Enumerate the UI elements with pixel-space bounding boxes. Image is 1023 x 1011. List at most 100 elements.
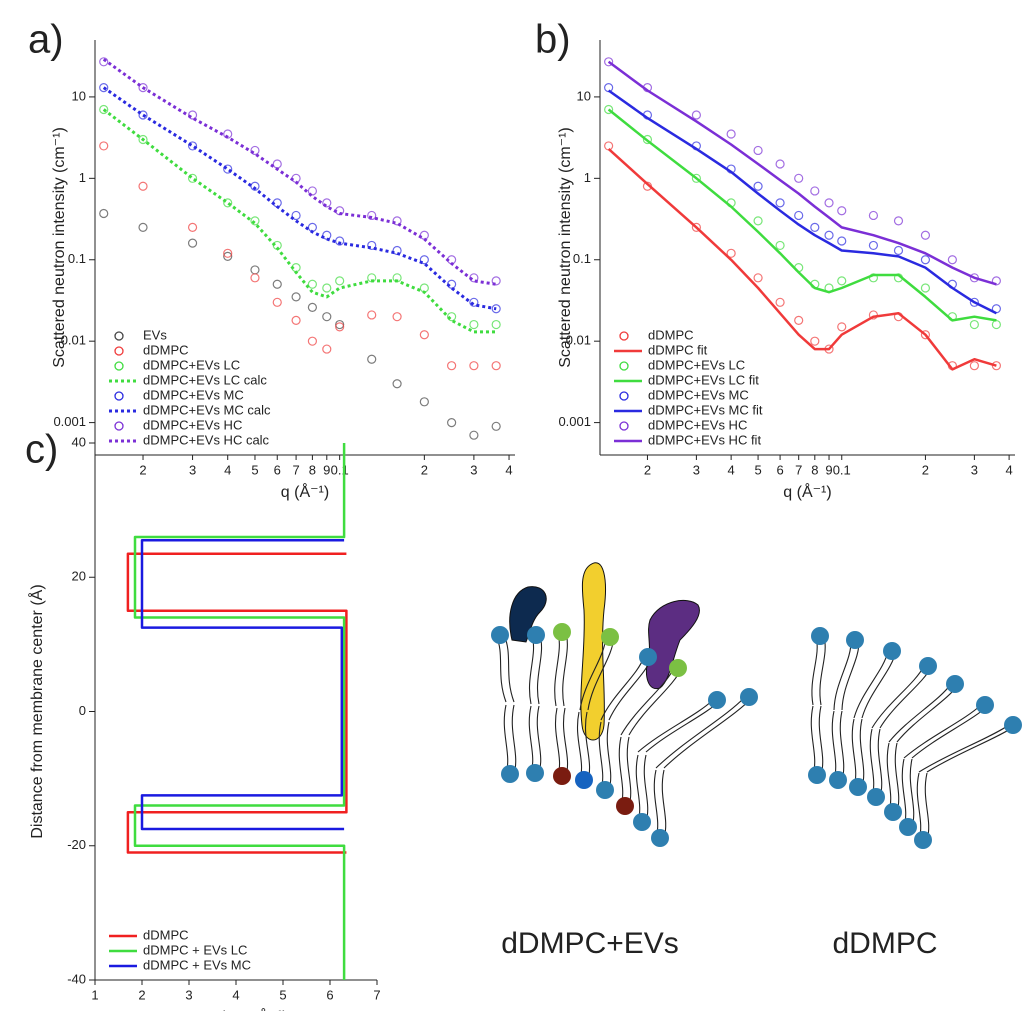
legend-marker — [619, 331, 629, 341]
legend-label: dDMPC — [648, 327, 694, 342]
y-tick-label: 0.1 — [68, 251, 86, 266]
x-tick-label: 2 — [644, 462, 651, 477]
lipid-head — [808, 766, 826, 784]
data-point — [419, 255, 429, 265]
lipid-tail — [831, 710, 837, 781]
legend-label: dDMPC+EVs LC fit — [648, 372, 759, 387]
lipid-head — [946, 675, 964, 693]
lipid-tail — [818, 705, 824, 776]
data-point — [753, 216, 763, 226]
x-tick-label: 2 — [922, 462, 929, 477]
x-tick-label: 3 — [185, 987, 192, 1002]
lipid-tail — [637, 699, 714, 753]
data-point — [837, 276, 847, 286]
data-point — [367, 210, 377, 221]
legend-marker — [619, 391, 629, 401]
data-point — [837, 236, 847, 246]
lipid-head — [639, 648, 657, 666]
y-tick-label: 0.01 — [61, 333, 86, 348]
lipid-head — [553, 623, 571, 641]
x-tick-label: 3 — [189, 462, 196, 477]
legend-label: dDMPC+EVs MC calc — [143, 402, 271, 417]
data-point — [691, 222, 701, 232]
y-axis-title: Scattered neutron intensity (cm⁻¹) — [557, 127, 574, 368]
data-point — [691, 110, 701, 120]
data-point — [187, 110, 198, 120]
x-tick-label: 4 — [505, 462, 512, 477]
lipid-tail — [606, 721, 612, 791]
lipid-head — [526, 764, 544, 782]
lipid-tail — [851, 718, 857, 788]
data-point — [99, 141, 109, 151]
data-point — [367, 354, 377, 364]
legend-marker — [114, 391, 124, 401]
data-point — [726, 248, 736, 258]
data-point — [307, 186, 317, 196]
panel-label: a) — [28, 18, 64, 62]
lipid-tail — [536, 705, 542, 774]
x-tick-label: 6 — [274, 462, 281, 477]
lipid-tail — [888, 683, 952, 743]
x-tick-label: 6 — [326, 987, 333, 1002]
lipid-tail — [626, 736, 632, 807]
lipid-head — [501, 765, 519, 783]
data-point — [642, 134, 653, 145]
data-point — [447, 361, 457, 371]
data-point — [893, 216, 904, 226]
lipid-head — [740, 688, 758, 706]
lipid-tail — [924, 772, 930, 841]
legend-label: dDMPC fit — [648, 342, 708, 357]
data-point — [810, 186, 820, 196]
membrane-illustration: dDMPC+EVs dDMPC — [491, 562, 1022, 960]
lipid-tail — [562, 707, 569, 777]
legend-label: dDMPC+EVs MC fit — [648, 402, 763, 417]
lipid-head — [829, 771, 847, 789]
lipid-head — [527, 626, 545, 644]
lipid-tail — [901, 758, 907, 828]
y-tick-label: 0.001 — [558, 414, 591, 429]
data-point — [138, 83, 148, 93]
series-line — [607, 60, 997, 286]
data-point — [250, 273, 260, 283]
data-point — [893, 245, 904, 256]
data-point — [322, 230, 332, 240]
lipid-tail — [819, 635, 826, 706]
data-point — [469, 430, 479, 440]
lipid-tail — [608, 656, 653, 721]
data-point — [99, 57, 109, 67]
data-point — [920, 283, 931, 293]
data-point — [491, 421, 501, 431]
lipid-head — [976, 696, 994, 714]
lipid-head — [553, 767, 571, 785]
lipid-tail — [869, 728, 875, 798]
data-point — [307, 336, 317, 346]
lipid-head — [899, 818, 917, 836]
data-point — [753, 273, 763, 283]
data-point — [307, 279, 317, 289]
lipid-tail — [653, 769, 659, 839]
lipid-tail — [911, 704, 990, 759]
lipid-tail — [909, 758, 915, 828]
legend-label: dDMPC+EVs HC — [648, 417, 747, 432]
data-point — [969, 361, 979, 371]
data-point — [99, 104, 109, 115]
data-point — [868, 210, 879, 221]
data-point — [969, 297, 979, 307]
lipid-head — [914, 831, 932, 849]
lipid-tail — [655, 696, 746, 769]
lipid-tail — [620, 667, 675, 736]
x-tick-label: 2 — [421, 462, 428, 477]
legend-marker — [114, 346, 124, 356]
series-line — [102, 58, 497, 286]
data-point — [223, 164, 233, 174]
data-point — [223, 248, 233, 258]
x-tick-label: 4 — [728, 462, 735, 477]
lipid-tail — [810, 705, 816, 776]
data-point — [291, 292, 301, 302]
y-axis-title: Distance from membrane center (Å) — [27, 584, 46, 838]
lipid-tail — [871, 665, 925, 729]
lipid-tail — [600, 656, 645, 721]
lipid-tail — [635, 754, 641, 823]
data-point — [775, 198, 785, 208]
